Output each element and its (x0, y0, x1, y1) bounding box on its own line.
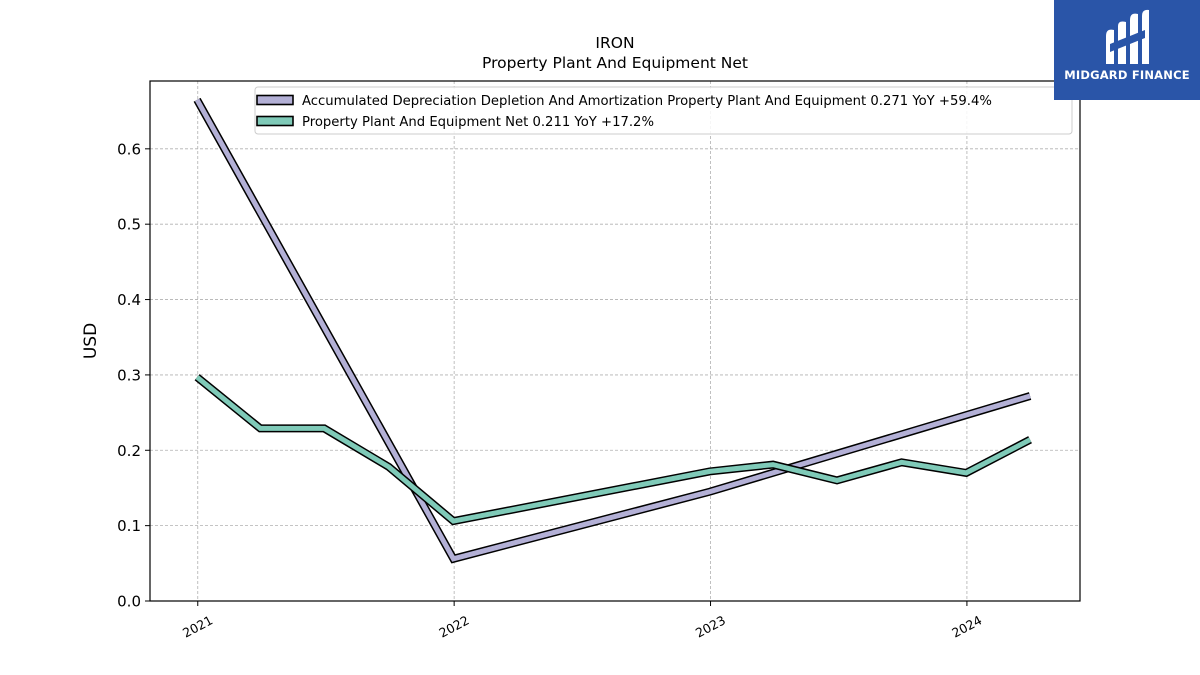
y-tick-label: 0.5 (117, 216, 141, 234)
y-tick-label: 0.6 (117, 140, 141, 158)
x-tick-label: 2021 (180, 612, 215, 640)
series-layer (193, 97, 1032, 564)
midgard-logo-icon (1106, 9, 1149, 65)
legend-swatch (256, 115, 294, 127)
y-axis-label: USD (81, 323, 101, 359)
y-tick-label: 0.4 (117, 291, 141, 309)
y-axis: 0.0 0.1 0.2 0.3 0.4 0.5 0.6 (117, 140, 150, 611)
legend-swatch (256, 94, 294, 106)
series-line (195, 375, 1032, 524)
series-line (194, 98, 1031, 562)
legend-label: Accumulated Depreciation Depletion And A… (302, 94, 992, 109)
brand-logo: MIDGARD FINANCE (1054, 0, 1200, 100)
y-tick-label: 0.0 (117, 593, 141, 611)
y-tick-label: 0.2 (117, 442, 141, 460)
grid-lines (150, 81, 1080, 602)
legend-label: Property Plant And Equipment Net 0.211 Y… (302, 115, 654, 130)
legend-box (254, 86, 1073, 135)
legend: Accumulated Depreciation Depletion And A… (254, 86, 1073, 135)
chart-subtitle: Property Plant And Equipment Net (482, 54, 748, 72)
logo-text: MIDGARD FINANCE (1064, 68, 1190, 82)
series-outline (194, 374, 1032, 526)
y-tick-label: 0.3 (117, 366, 141, 384)
x-axis: 2021 2022 2023 2024 (180, 601, 984, 641)
x-tick-label: 2024 (949, 612, 984, 640)
series-2 (194, 374, 1032, 526)
plot-frame (149, 80, 1081, 602)
x-tick-label: 2023 (693, 612, 728, 640)
x-tick-label: 2022 (436, 612, 471, 640)
y-tick-label: 0.1 (117, 517, 141, 535)
series-1 (193, 97, 1032, 564)
chart-title: IRON (595, 34, 634, 52)
